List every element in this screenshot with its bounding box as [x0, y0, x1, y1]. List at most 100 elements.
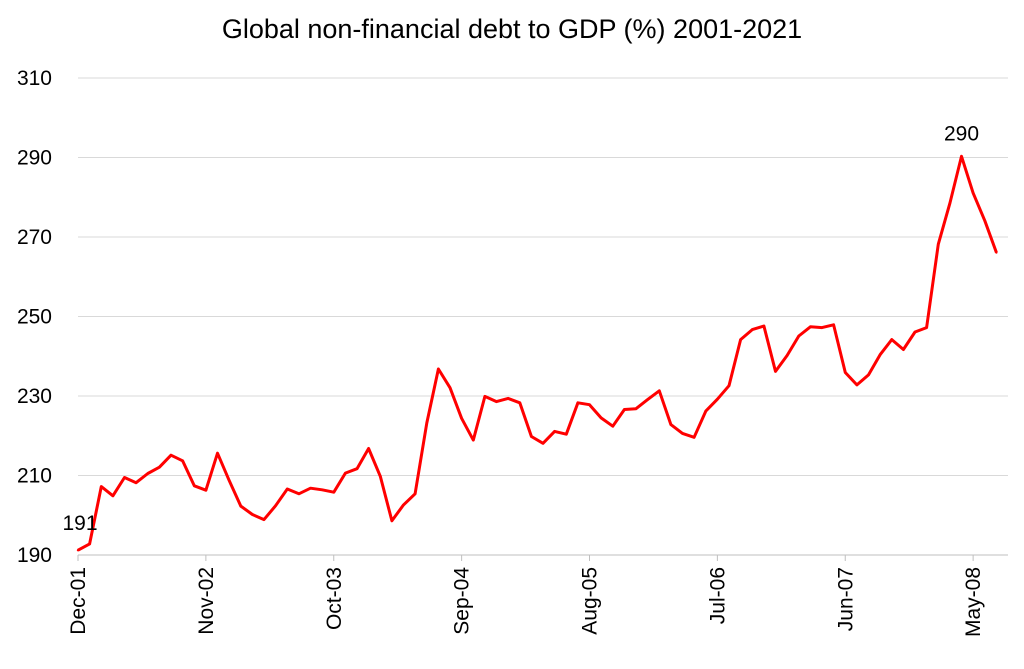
data-point	[762, 324, 766, 328]
data-point	[425, 421, 428, 425]
data-point	[100, 485, 103, 488]
data-point	[181, 459, 184, 462]
data-point	[634, 407, 638, 410]
data-point	[274, 504, 277, 507]
data-point	[495, 400, 498, 403]
data-point	[913, 330, 917, 334]
data-point	[855, 383, 859, 387]
data-point	[204, 489, 208, 492]
data-point	[820, 326, 824, 329]
data-point	[797, 334, 800, 338]
y-axis-ticks: 190 210 230 250 270 290 310	[17, 67, 52, 567]
data-point	[483, 395, 487, 398]
y-tick-label: 190	[17, 544, 52, 567]
data-point	[739, 338, 742, 341]
data-point	[344, 471, 347, 475]
x-tick-label: Jun-07	[834, 567, 857, 631]
data-point	[925, 326, 928, 329]
data-point	[692, 436, 696, 439]
data-point	[785, 354, 789, 357]
data-point	[774, 370, 777, 373]
data-point	[506, 397, 510, 400]
data-point	[239, 504, 242, 508]
data-label: 191	[62, 512, 97, 535]
data-point	[309, 487, 312, 490]
annotations: 191 290	[62, 122, 979, 535]
data-point	[867, 373, 870, 377]
data-point	[146, 472, 149, 475]
data-point	[611, 425, 614, 428]
data-point	[286, 487, 289, 491]
data-point	[379, 475, 382, 478]
data-point	[565, 432, 568, 436]
data-point	[995, 251, 998, 254]
data-point	[251, 513, 254, 516]
data-point	[413, 492, 417, 495]
data-point	[320, 488, 324, 492]
y-tick-label: 250	[17, 306, 52, 329]
data-point	[681, 432, 684, 435]
y-tick-label: 270	[17, 226, 52, 249]
data-point	[367, 447, 370, 450]
y-tick-label: 310	[17, 67, 52, 90]
data-point	[541, 442, 545, 445]
data-point	[599, 416, 603, 420]
data-point	[704, 409, 707, 413]
data-point	[971, 191, 975, 195]
chart-title: Global non-financial debt to GDP (%) 200…	[221, 14, 803, 44]
data-point	[332, 490, 335, 494]
series-line	[77, 154, 998, 552]
x-tick-label: Jul-06	[706, 567, 729, 624]
data-point	[460, 417, 463, 420]
data-point	[878, 353, 882, 356]
data-point	[123, 476, 126, 479]
data-point	[623, 408, 626, 411]
data-point	[390, 519, 394, 523]
data-point	[809, 325, 812, 329]
y-tick-label: 290	[17, 147, 52, 170]
data-point	[193, 484, 196, 488]
y-tick-label: 210	[17, 465, 52, 488]
data-point	[227, 479, 231, 482]
data-point	[902, 348, 905, 351]
data-point	[960, 155, 963, 158]
data-point	[169, 454, 173, 457]
x-tick-label: Nov-02	[195, 567, 218, 635]
data-point	[948, 202, 952, 205]
x-tick-label: Aug-05	[579, 567, 602, 635]
data-point	[262, 518, 266, 521]
data-point	[76, 549, 80, 552]
data-point	[669, 423, 673, 426]
data-point	[437, 367, 440, 371]
data-point	[890, 338, 893, 341]
data-point	[88, 542, 91, 546]
data-point	[518, 401, 521, 404]
x-tick-label: Oct-03	[323, 567, 346, 630]
x-axis-ticks: Dec-01 Nov-02 Oct-03 Sep-04 Aug-05 Jul-06 Jun-…	[67, 555, 985, 637]
data-point	[553, 430, 556, 433]
data-point	[832, 323, 835, 327]
data-point	[216, 452, 219, 455]
data-point	[751, 328, 754, 331]
data-point	[402, 503, 405, 507]
data-point	[472, 438, 475, 442]
data-point	[355, 467, 359, 470]
data-point	[727, 384, 731, 387]
data-point	[646, 398, 649, 401]
data-point	[658, 389, 661, 393]
data-point	[937, 242, 940, 246]
x-tick-label: May-08	[962, 567, 985, 637]
data-point	[530, 435, 533, 438]
data-point	[297, 492, 301, 495]
data-point	[716, 397, 719, 401]
data-point	[576, 401, 580, 404]
data-point	[134, 481, 138, 484]
series-layer	[76, 154, 998, 552]
x-tick-label: Dec-01	[67, 567, 90, 635]
data-point	[844, 371, 847, 374]
data-point	[983, 219, 986, 222]
y-tick-label: 230	[17, 385, 52, 408]
data-point	[448, 386, 452, 389]
gridlines	[78, 77, 1008, 476]
